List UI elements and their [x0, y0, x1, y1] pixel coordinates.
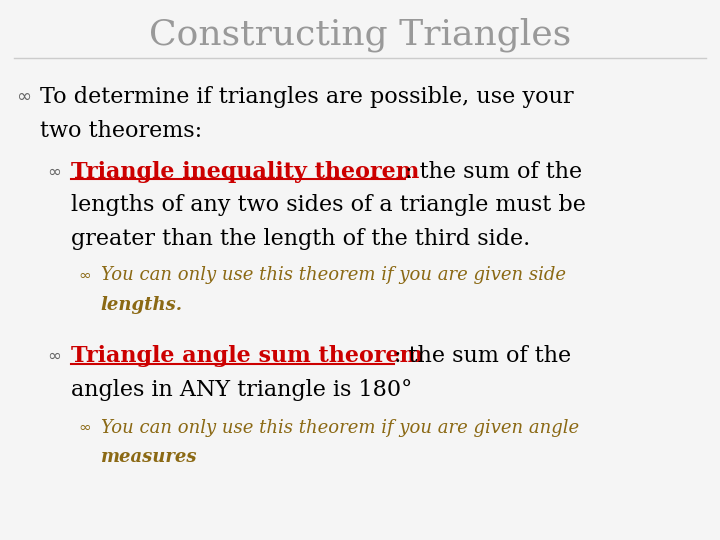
Text: ∞: ∞	[78, 420, 91, 435]
Text: You can only use this theorem if you are given angle: You can only use this theorem if you are…	[101, 418, 579, 437]
Text: ∞: ∞	[47, 163, 61, 181]
Text: greater than the length of the third side.: greater than the length of the third sid…	[71, 228, 530, 249]
Text: To determine if triangles are possible, use your: To determine if triangles are possible, …	[40, 86, 573, 108]
Text: lengths.: lengths.	[101, 296, 183, 314]
Text: Triangle inequality theorem: Triangle inequality theorem	[71, 161, 419, 183]
Text: ∞: ∞	[16, 88, 30, 106]
Text: angles in ANY triangle is 180°: angles in ANY triangle is 180°	[71, 379, 412, 401]
Text: Triangle angle sum theorem: Triangle angle sum theorem	[71, 346, 423, 367]
Text: : the sum of the: : the sum of the	[394, 346, 571, 367]
Text: measures: measures	[101, 448, 197, 467]
Text: You can only use this theorem if you are given side: You can only use this theorem if you are…	[101, 266, 566, 285]
Text: two theorems:: two theorems:	[40, 120, 202, 141]
Text: ∞: ∞	[78, 268, 91, 283]
Text: : the sum of the: : the sum of the	[405, 161, 582, 183]
Text: ∞: ∞	[47, 347, 61, 366]
Text: Constructing Triangles: Constructing Triangles	[149, 18, 571, 52]
Text: lengths of any two sides of a triangle must be: lengths of any two sides of a triangle m…	[71, 194, 585, 216]
